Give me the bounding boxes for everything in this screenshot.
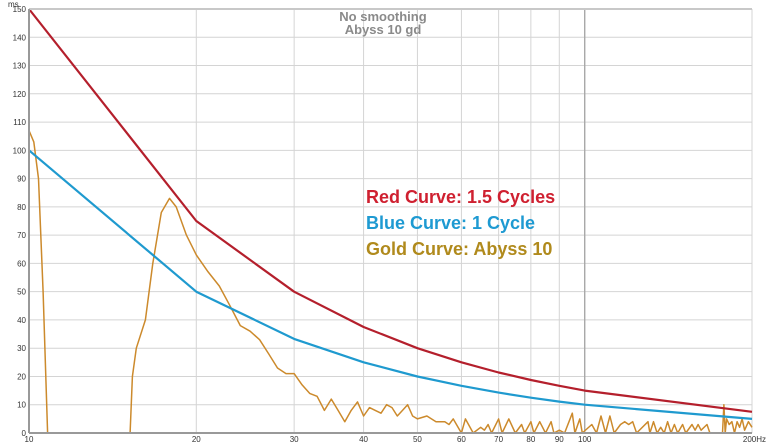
x-tick-label: 40 — [359, 435, 368, 444]
red-curve-line — [28, 8, 753, 413]
chart-subtitle: Abyss 10 gd — [345, 22, 422, 37]
y-tick-label: 140 — [13, 33, 27, 42]
x-tick-label: 80 — [526, 435, 535, 444]
x-tick-label: 60 — [457, 435, 466, 444]
x-tick-label: 70 — [494, 435, 503, 444]
y-unit-label: ms — [8, 0, 19, 9]
x-tick-label: 50 — [413, 435, 422, 444]
legend-blue: Blue Curve: 1 Cycle — [366, 213, 535, 233]
y-tick-label: 130 — [13, 62, 27, 71]
x-tick-label: 90 — [555, 435, 564, 444]
x-tick-label: 200Hz — [743, 435, 766, 444]
y-tick-label: 30 — [17, 344, 26, 353]
legend: Red Curve: 1.5 Cycles Blue Curve: 1 Cycl… — [366, 187, 555, 259]
grid — [29, 8, 753, 434]
y-tick-label: 110 — [13, 118, 26, 127]
blue-curve-line — [28, 149, 753, 420]
y-tick-label: 0 — [22, 429, 27, 438]
y-tick-label: 100 — [13, 146, 27, 155]
y-tick-label: 50 — [17, 288, 26, 297]
y-tick-label: 10 — [17, 401, 26, 410]
y-tick-label: 150 — [13, 5, 27, 14]
y-tick-label: 60 — [17, 259, 26, 268]
chart-title: No smoothing — [339, 9, 426, 24]
legend-gold: Gold Curve: Abyss 10 — [366, 239, 552, 259]
y-tick-label: 90 — [17, 175, 26, 184]
y-tick-label: 120 — [13, 90, 27, 99]
x-tick-label: 10 — [25, 435, 34, 444]
x-tick-label: 30 — [290, 435, 299, 444]
y-tick-label: 20 — [17, 372, 26, 381]
x-tick-label: 20 — [192, 435, 201, 444]
y-tick-label: 80 — [17, 203, 26, 212]
y-tick-label: 40 — [17, 316, 26, 325]
x-tick-label: 100 — [578, 435, 592, 444]
legend-red: Red Curve: 1.5 Cycles — [366, 187, 555, 207]
y-tick-label: 70 — [17, 231, 26, 240]
